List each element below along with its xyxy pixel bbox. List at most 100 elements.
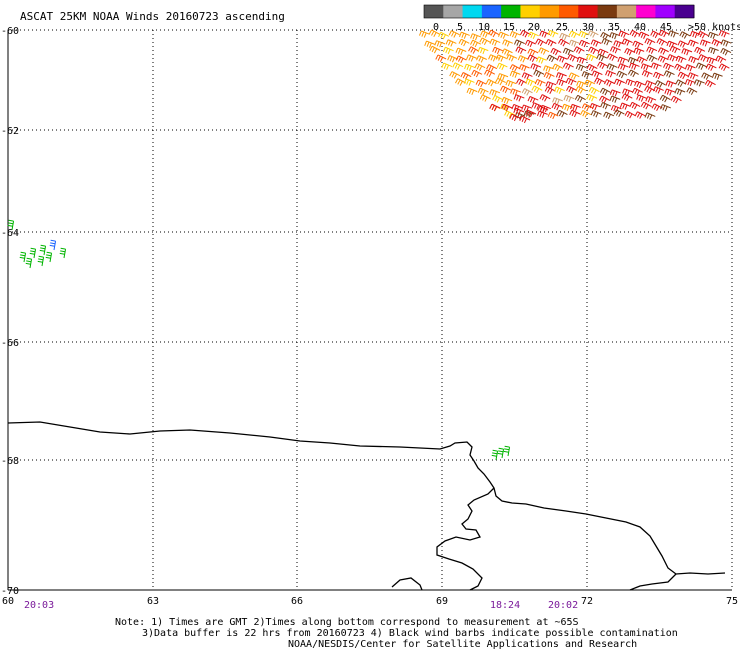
- wind-barb: [509, 64, 521, 72]
- wind-barb: [613, 109, 625, 117]
- wind-barb: [579, 110, 591, 118]
- wind-barb: [606, 63, 618, 71]
- wind-barb: [632, 40, 644, 49]
- wind-barb: [570, 103, 581, 112]
- wind-barb: [627, 69, 639, 78]
- wind-barb: [650, 62, 662, 70]
- wind-barb: [644, 112, 656, 120]
- wind-barb: [591, 70, 603, 78]
- wind-barb: [686, 87, 698, 95]
- wind-barb: [503, 445, 511, 457]
- wind-barb: [39, 244, 47, 256]
- wind-barb: [695, 62, 707, 70]
- note-line-3: NOAA/NESDIS/Center for Satellite Applica…: [288, 639, 638, 650]
- wind-barb: [600, 102, 612, 110]
- wind-barb: [575, 86, 587, 94]
- wind-barb: [476, 55, 487, 63]
- wind-barb: [25, 257, 33, 269]
- wind-barb: [7, 219, 15, 231]
- wind-barb: [599, 87, 611, 96]
- wind-barb: [509, 113, 521, 122]
- longitude-label: 69: [436, 596, 448, 607]
- longitude-label: 72: [581, 596, 593, 607]
- wind-barb: [707, 46, 719, 55]
- wind-barb: [466, 87, 478, 95]
- wind-barb: [535, 38, 547, 47]
- wind-barb: [543, 65, 554, 73]
- colorbar-label: 0: [433, 22, 439, 33]
- wind-barb: [619, 102, 631, 110]
- wind-barb: [633, 47, 645, 55]
- colorbar-segment: [539, 5, 560, 18]
- wind-barb: [458, 38, 470, 47]
- wind-barb: [521, 88, 533, 96]
- wind-barb: [475, 79, 487, 88]
- wind-barb: [677, 40, 689, 48]
- wind-barb: [497, 73, 509, 81]
- wind-barb: [654, 80, 666, 88]
- wind-barb: [668, 30, 679, 38]
- wind-barb: [530, 63, 542, 71]
- wind-barb: [644, 80, 656, 88]
- wind-barb: [610, 104, 622, 113]
- wind-barb: [669, 45, 681, 54]
- wind-barb: [37, 255, 45, 267]
- wind-barb: [681, 48, 693, 56]
- wind-barb: [424, 40, 436, 48]
- wind-barb: [663, 62, 674, 71]
- wind-barb: [667, 54, 679, 62]
- wind-barb: [705, 63, 717, 71]
- wind-barb: [525, 109, 537, 118]
- wind-barb: [679, 31, 691, 39]
- wind-barb: [573, 46, 585, 54]
- latitude-labels: -60 -62 -64 -66 -68 -70: [1, 26, 19, 597]
- wind-barb: [605, 70, 616, 78]
- latitude-label: -68: [1, 456, 19, 467]
- wind-barb: [621, 93, 633, 102]
- wind-barb: [644, 38, 656, 46]
- wind-barb: [657, 55, 669, 63]
- wind-barb: [586, 94, 598, 102]
- wind-barb: [428, 29, 440, 38]
- wind-barb: [538, 47, 550, 55]
- wind-barb: [531, 85, 543, 94]
- latitude-label: -64: [1, 228, 19, 239]
- wind-barb: [568, 30, 580, 39]
- wind-barb: [578, 39, 590, 48]
- wind-barb: [659, 94, 671, 103]
- wind-barb: [448, 30, 460, 38]
- wind-barb: [581, 103, 593, 111]
- wind-barb: [568, 72, 580, 80]
- latitude-label: -66: [1, 338, 19, 349]
- wind-barb: [471, 69, 483, 78]
- wind-barb: [521, 104, 533, 112]
- wind-barb: [488, 29, 500, 38]
- wind-barb: [660, 104, 671, 112]
- wind-barb: [603, 111, 615, 120]
- wind-barb: [640, 101, 652, 110]
- wind-barb: [584, 79, 596, 87]
- wind-barb: [677, 71, 689, 80]
- wind-barb: [634, 80, 646, 89]
- wind-barb: [589, 103, 601, 111]
- wind-barb: [547, 111, 559, 120]
- wind-barb: [486, 64, 498, 72]
- wind-barb: [455, 78, 466, 86]
- wind-barb: [629, 29, 641, 38]
- colorbar-segment: [424, 5, 444, 18]
- colorbar-segment: [520, 5, 541, 18]
- wind-barb: [715, 55, 727, 64]
- wind-barb: [502, 39, 514, 47]
- wind-barb: [559, 32, 571, 41]
- wind-barb: [470, 33, 481, 41]
- wind-barb: [597, 48, 609, 56]
- wind-barb: [575, 63, 587, 72]
- wind-barb: [484, 69, 496, 78]
- wind-barb: [521, 72, 533, 80]
- wind-barb: [556, 55, 568, 63]
- wind-barb: [590, 110, 602, 118]
- wind-barb: [588, 86, 600, 95]
- wind-barb: [455, 55, 467, 63]
- wind-barb: [609, 95, 621, 103]
- longitude-label: 66: [291, 596, 303, 607]
